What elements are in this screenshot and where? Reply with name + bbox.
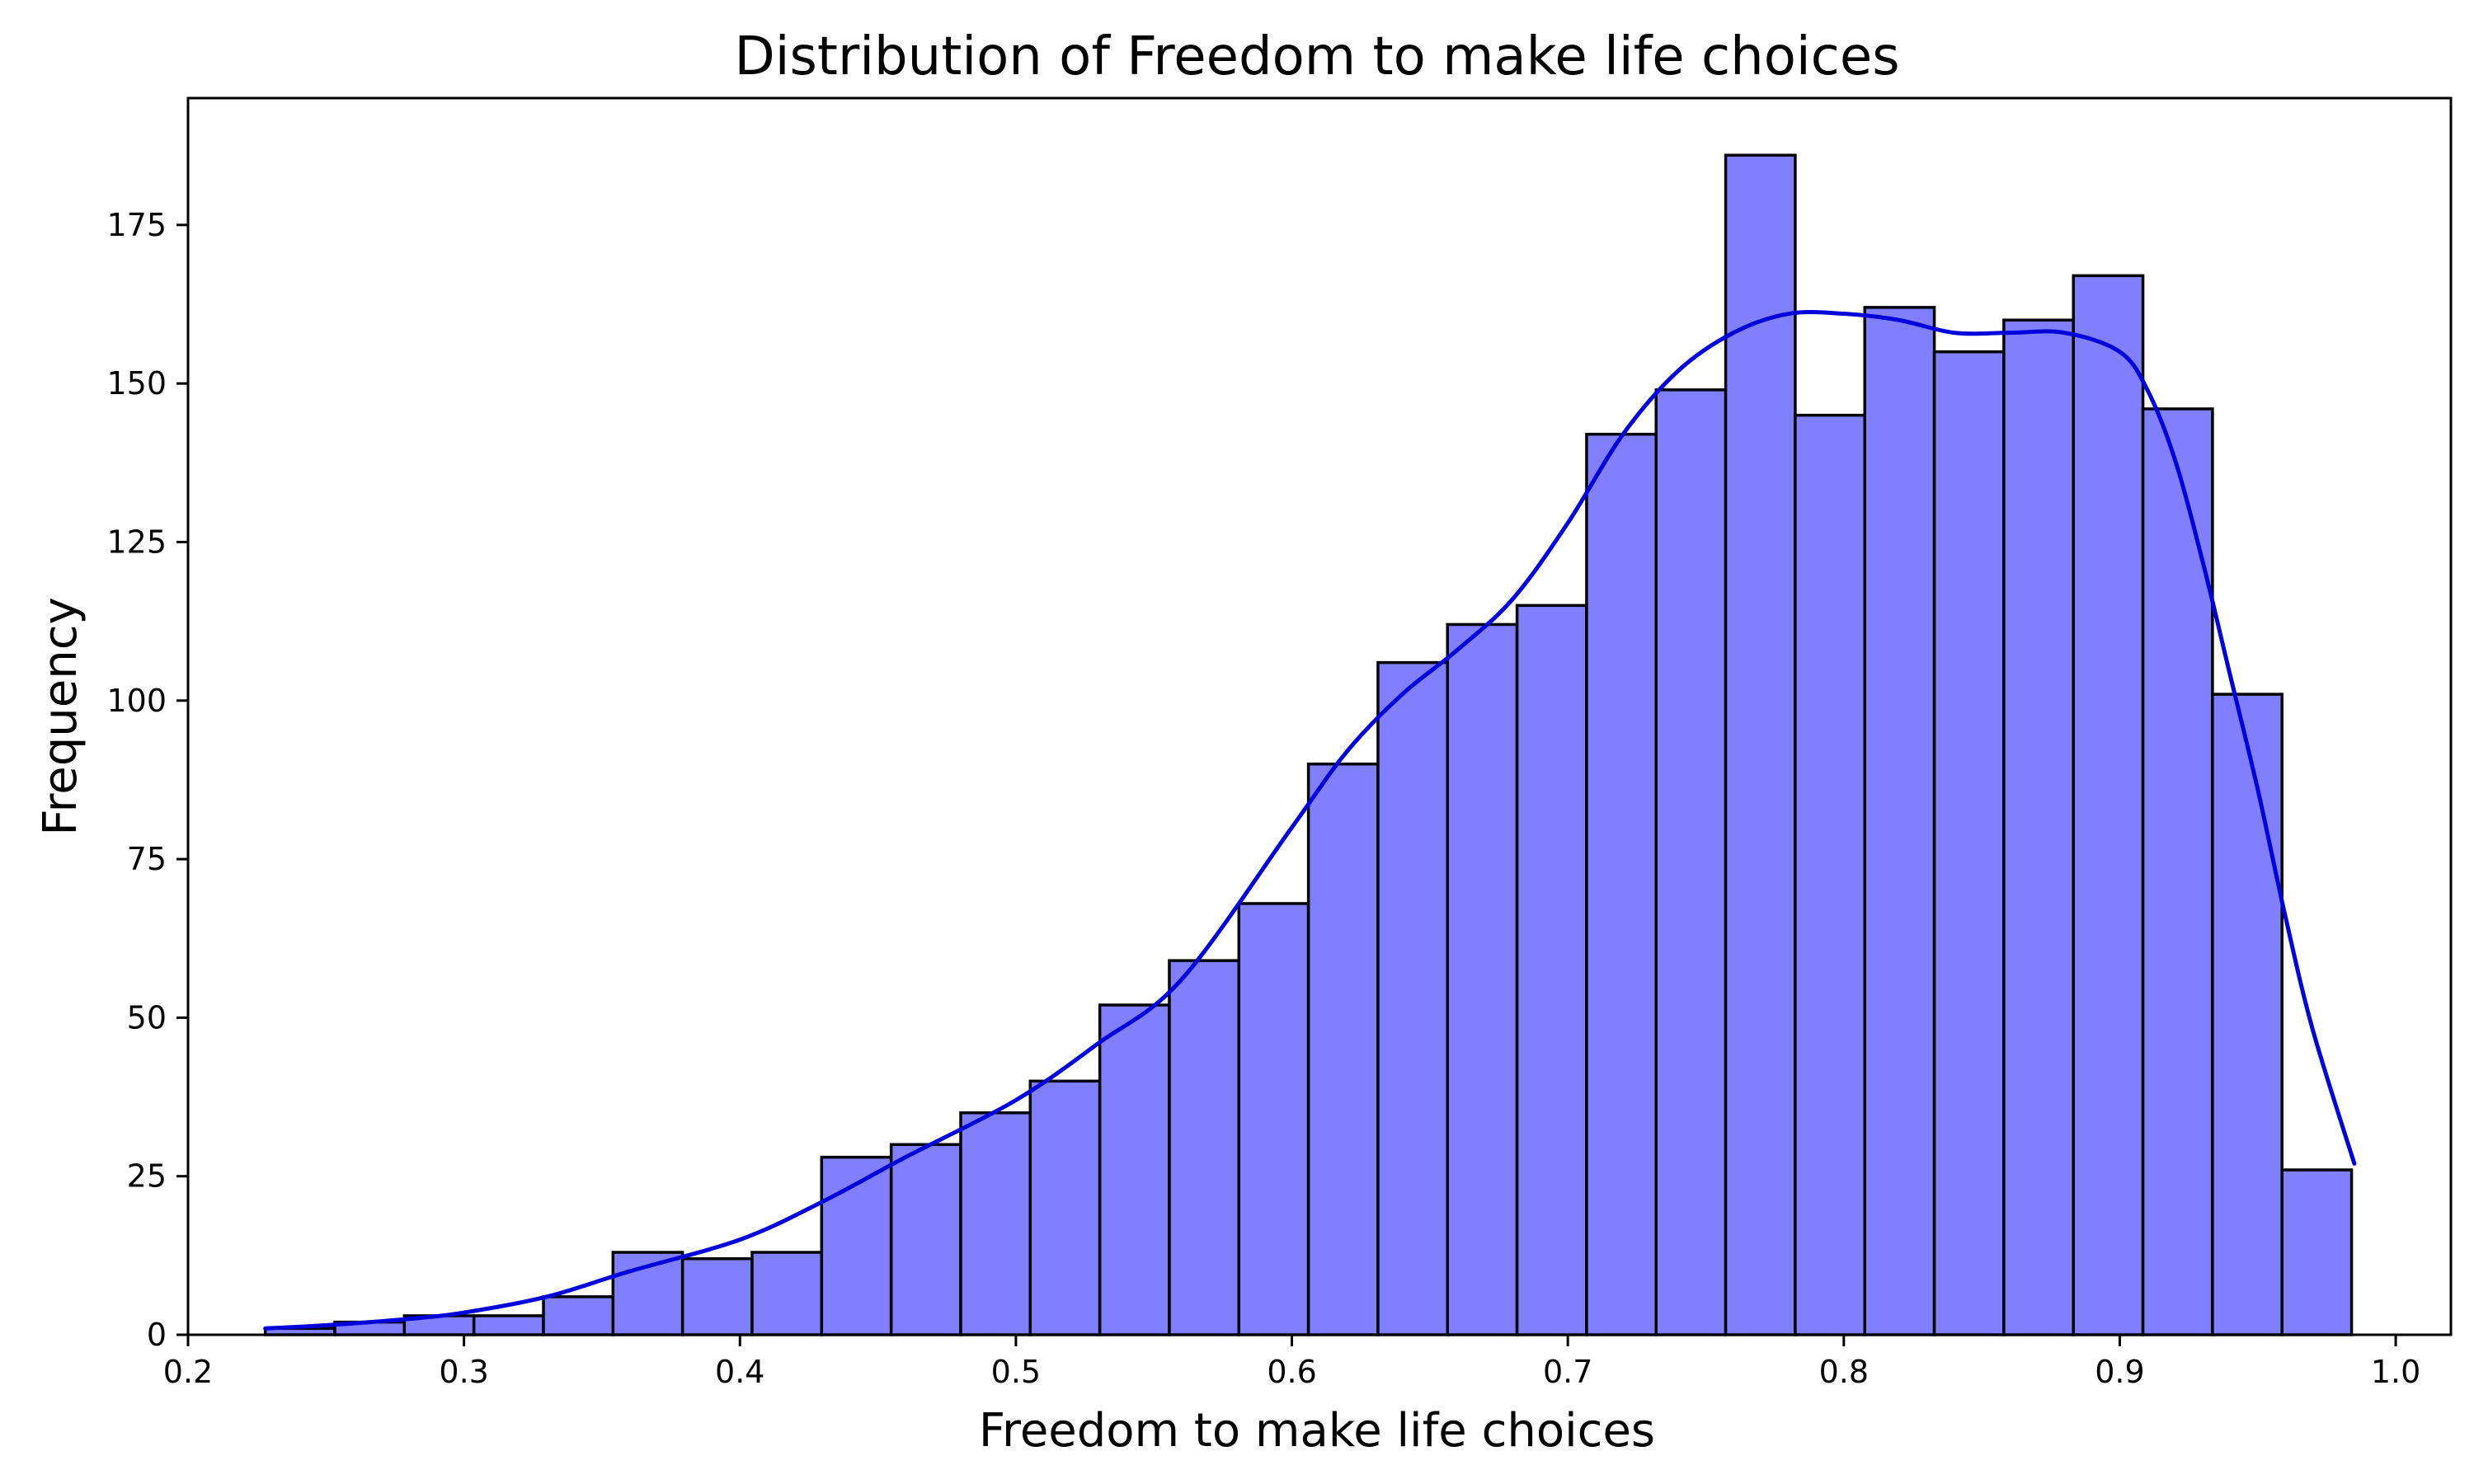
- histogram-bar: [1724, 153, 1797, 1336]
- bars-layer: [263, 153, 2354, 1336]
- x-tick-label: 0.9: [2095, 1354, 2144, 1390]
- y-axis-ticks: 0 25 50 75 100 125 150 175: [106, 207, 188, 1353]
- x-tick-label: 0.8: [1819, 1354, 1869, 1390]
- histogram-bar: [1585, 432, 1658, 1336]
- chart-title: Distribution of Freedom to make life cho…: [734, 26, 1899, 87]
- y-tick-label: 50: [127, 999, 167, 1036]
- x-axis-label: Freedom to make life choices: [979, 1404, 1655, 1458]
- x-tick-label: 0.7: [1543, 1354, 1592, 1390]
- histogram-bar: [1168, 959, 1241, 1336]
- histogram-bar: [820, 1155, 893, 1336]
- x-axis-ticks: 0.2 0.3 0.4 0.5 0.6 0.7 0.8 0.9 1.0: [163, 1335, 2420, 1390]
- histogram-bar: [542, 1295, 615, 1336]
- histogram-bar: [1376, 660, 1450, 1336]
- x-tick-label: 0.2: [163, 1354, 213, 1390]
- x-tick-label: 0.4: [715, 1354, 764, 1390]
- x-tick-label: 0.6: [1267, 1354, 1316, 1390]
- y-tick-label: 175: [106, 207, 167, 243]
- histogram-bar: [1654, 388, 1728, 1336]
- histogram-bar: [1028, 1079, 1102, 1336]
- histogram-bar: [472, 1314, 545, 1336]
- histogram-bar: [2002, 318, 2075, 1336]
- y-tick-label: 25: [127, 1158, 167, 1195]
- histogram-bar: [1863, 306, 1936, 1336]
- x-tick-label: 0.3: [439, 1354, 488, 1390]
- histogram-bar: [1446, 622, 1519, 1336]
- histogram-bar: [1794, 413, 1866, 1336]
- histogram-bar: [2141, 407, 2214, 1336]
- histogram-bar: [1098, 1003, 1171, 1336]
- plot-frame: [186, 96, 2453, 1336]
- y-tick-label: 75: [127, 841, 167, 877]
- histogram-bar: [680, 1256, 754, 1336]
- kde-curve: [263, 310, 2357, 1331]
- histogram-bar: [750, 1251, 824, 1336]
- x-tick-label: 1.0: [2371, 1354, 2420, 1390]
- histogram-bar: [2280, 1168, 2354, 1336]
- histogram-bar: [1237, 902, 1310, 1336]
- y-tick-label: 150: [106, 365, 167, 402]
- histogram-bar: [2072, 274, 2145, 1336]
- x-tick-label: 0.5: [991, 1354, 1041, 1390]
- y-tick-label: 100: [106, 683, 167, 719]
- histogram-bar: [1515, 603, 1588, 1336]
- histogram-bar: [1932, 350, 2006, 1336]
- y-tick-label: 125: [106, 524, 167, 560]
- y-axis-label: Frequency: [34, 597, 87, 835]
- histogram-bar: [889, 1143, 962, 1336]
- y-tick-label: 0: [147, 1317, 167, 1353]
- histogram-bar: [959, 1111, 1032, 1336]
- histogram-bar: [1306, 762, 1380, 1336]
- histogram-bar: [2211, 693, 2284, 1336]
